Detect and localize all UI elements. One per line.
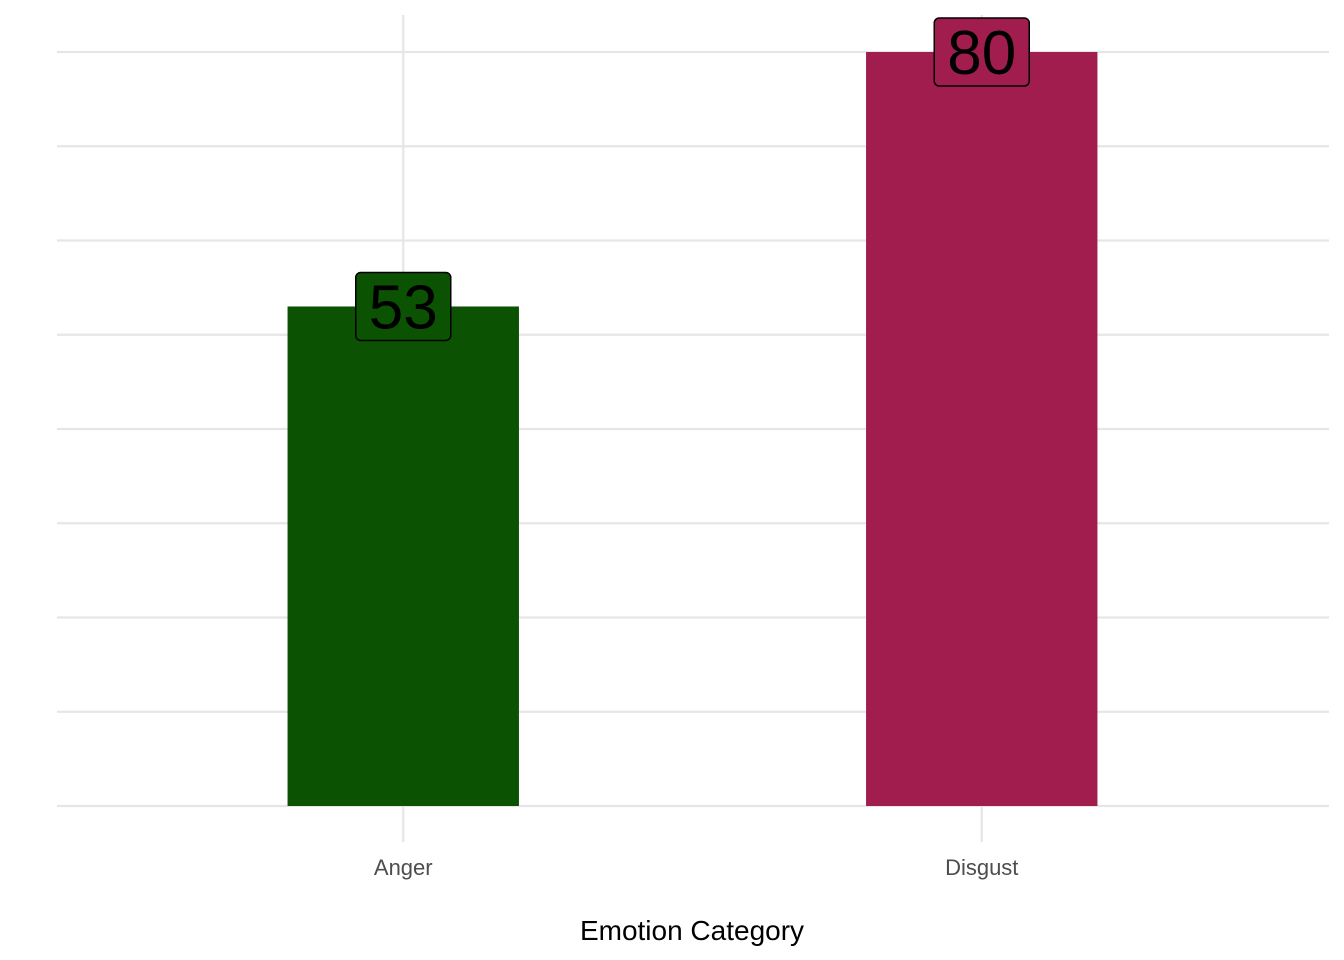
- data-label-disgust: 80: [933, 17, 1030, 88]
- x-axis-title: Emotion Category: [580, 915, 804, 946]
- data-label-anger: 53: [355, 271, 452, 342]
- data-label-box: [933, 17, 1030, 87]
- x-tick-label: Disgust: [945, 855, 1018, 880]
- bar-anger: [287, 306, 519, 806]
- x-tick-labels: Anger Disgust: [374, 855, 1019, 880]
- data-label-value: 80: [947, 19, 1016, 88]
- bar-disgust: [866, 52, 1098, 806]
- data-label-value: 53: [369, 273, 438, 342]
- bar-layer: [287, 52, 1098, 806]
- x-tick-label: Anger: [374, 855, 433, 880]
- data-label-layer: 53 80: [355, 17, 1030, 342]
- data-label-box: [355, 271, 452, 342]
- grid-layer: [57, 15, 1329, 842]
